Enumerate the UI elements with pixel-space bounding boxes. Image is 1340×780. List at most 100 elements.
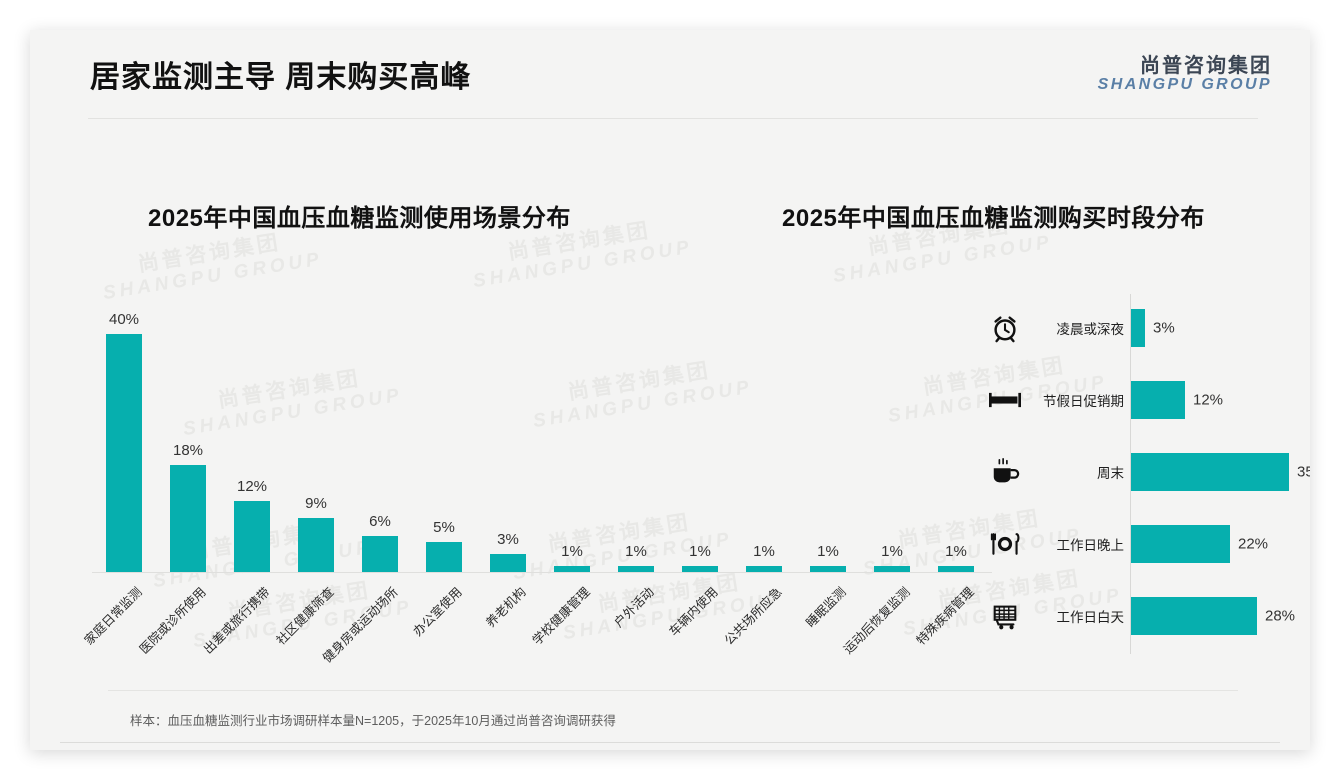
watermark-cn: 尚普咨询集团 <box>136 231 283 277</box>
x-axis-label: 车辆内使用 <box>666 584 721 639</box>
bar[interactable] <box>490 554 526 572</box>
bar[interactable] <box>874 566 910 572</box>
bar-value-label: 28% <box>1265 607 1296 625</box>
x-axis-label: 社区健康筛查 <box>273 584 337 648</box>
chart-baseline <box>92 572 992 573</box>
bar-value-label: 9% <box>305 495 327 512</box>
category-label: 工作日白天 <box>1056 610 1125 625</box>
bar-value-label: 1% <box>625 543 647 560</box>
header-divider <box>88 118 1258 119</box>
bar[interactable] <box>1131 453 1289 491</box>
brand-logo: 尚普咨询集团 SHANGPU GROUP <box>1098 56 1272 94</box>
bar-column: 6% <box>348 292 412 572</box>
bar-column: 1% <box>924 292 988 572</box>
bar-value-label: 1% <box>561 543 583 560</box>
bar-value-label: 1% <box>753 543 775 560</box>
bar-value-label: 35% <box>1297 463 1310 481</box>
bed-icon <box>988 383 1022 417</box>
alarm-clock-icon <box>988 311 1022 345</box>
x-axis-label: 学校健康管理 <box>529 584 593 648</box>
bar-column: 1% <box>796 292 860 572</box>
shopping-cart-icon <box>988 599 1022 633</box>
bar-column: 1% <box>604 292 668 572</box>
bar[interactable] <box>618 566 654 572</box>
bar[interactable] <box>170 465 206 572</box>
copyright-text: ©2025.12 SHANGPU GROUP <box>76 749 252 750</box>
chart-usage-scenario: 40% 18% 12% 9% 6% 5% 3% 1% 1% 1% 1% 1% 1% 1% <box>92 292 982 572</box>
bar-value-label: 1% <box>945 543 967 560</box>
logo-en-text: SHANGPU GROUP <box>1097 76 1272 93</box>
bar[interactable] <box>298 518 334 572</box>
bar-column: 18% <box>156 292 220 572</box>
x-axis-label: 出差或旅行携带 <box>200 584 273 657</box>
category-label: 工作日晚上 <box>1056 538 1125 553</box>
page-title: 居家监测主导 周末购买高峰 <box>90 61 472 94</box>
bar-row: 工作日晚上 22% <box>970 508 1300 580</box>
x-axis-label: 睡眠监测 <box>803 584 849 631</box>
bar[interactable] <box>362 536 398 572</box>
bar-column: 1% <box>860 292 924 572</box>
bar-column: 1% <box>732 292 796 572</box>
footnote-divider <box>108 690 1238 691</box>
bar[interactable] <box>1131 597 1257 635</box>
bar-value-label: 1% <box>817 543 839 560</box>
bar[interactable] <box>1131 381 1185 419</box>
bar-row: 工作日白天 28% <box>970 580 1300 652</box>
bar-column: 1% <box>668 292 732 572</box>
website-link[interactable]: www.shangpu-china.com <box>1131 749 1274 750</box>
bar-value-label: 18% <box>172 442 204 459</box>
dinner-plate-icon <box>988 527 1022 561</box>
bar-value-label: 6% <box>369 513 391 530</box>
bar-value-label: 3% <box>497 531 519 548</box>
x-axis-label: 户外活动 <box>611 584 657 631</box>
bar[interactable] <box>810 566 846 572</box>
chart-purchase-time: 凌晨或深夜 3% 节假日促销期 12% 周末 35% 工作日晚上 22% 工作日白天 28% <box>970 292 1310 662</box>
bar[interactable] <box>746 566 782 572</box>
bar-value-label: 22% <box>1238 535 1269 553</box>
x-axis-label: 公共场所应急 <box>721 584 785 648</box>
bar-value-label: 3% <box>1153 319 1175 337</box>
bar[interactable] <box>938 566 974 572</box>
bar[interactable] <box>1131 309 1145 347</box>
coffee-cup-icon <box>988 455 1022 489</box>
x-axis-label: 特殊疾病管理 <box>913 584 977 648</box>
bar-row: 周末 35% <box>970 436 1310 508</box>
category-label: 周末 <box>1097 466 1124 481</box>
chart-title-usage-scenario: 2025年中国血压血糖监测使用场景分布 <box>148 205 571 232</box>
bar-value-label: 12% <box>236 478 268 495</box>
footer-divider <box>60 742 1280 743</box>
bar[interactable] <box>554 566 590 572</box>
bar-column: 3% <box>476 292 540 572</box>
bar-column: 1% <box>540 292 604 572</box>
x-axis-label: 养老机构 <box>483 584 529 631</box>
bar-row: 凌晨或深夜 3% <box>970 292 1300 364</box>
watermark-en: SHANGPU GROUP <box>471 236 695 292</box>
bar[interactable] <box>1131 525 1230 563</box>
bar-value-label: 1% <box>881 543 903 560</box>
bar-value-label: 40% <box>108 311 140 328</box>
watermark-en: SHANGPU GROUP <box>831 231 1055 287</box>
logo-cn-text: 尚普咨询集团 <box>1140 55 1272 77</box>
category-label: 节假日促销期 <box>1043 394 1124 409</box>
bar-column: 12% <box>220 292 284 572</box>
bar-column: 40% <box>92 292 156 572</box>
category-label: 凌晨或深夜 <box>1056 322 1125 337</box>
sample-footnote: 样本：血压血糖监测行业市场调研样本量N=1205，于2025年10月通过尚普咨询… <box>130 714 616 728</box>
bar[interactable] <box>426 542 462 572</box>
x-axis-label: 医院或诊所使用 <box>136 584 209 657</box>
chart-axis-line <box>1130 294 1131 654</box>
bar-column: 5% <box>412 292 476 572</box>
bar-value-label: 1% <box>689 543 711 560</box>
bar-value-label: 12% <box>1193 391 1224 409</box>
chart-title-purchase-time: 2025年中国血压血糖监测购买时段分布 <box>782 205 1205 232</box>
bar[interactable] <box>682 566 718 572</box>
x-axis-label: 运动后恢复监测 <box>840 584 913 657</box>
bar[interactable] <box>234 501 270 572</box>
slide-card: 尚普咨询集团 SHANGPU GROUP 尚普咨询集团 SHANGPU GROU… <box>30 30 1310 750</box>
x-axis-label: 家庭日常监测 <box>81 584 145 648</box>
bar[interactable] <box>106 334 142 572</box>
bar-row: 节假日促销期 12% <box>970 364 1300 436</box>
bar-column: 9% <box>284 292 348 572</box>
x-axis-label: 办公室使用 <box>410 584 465 639</box>
